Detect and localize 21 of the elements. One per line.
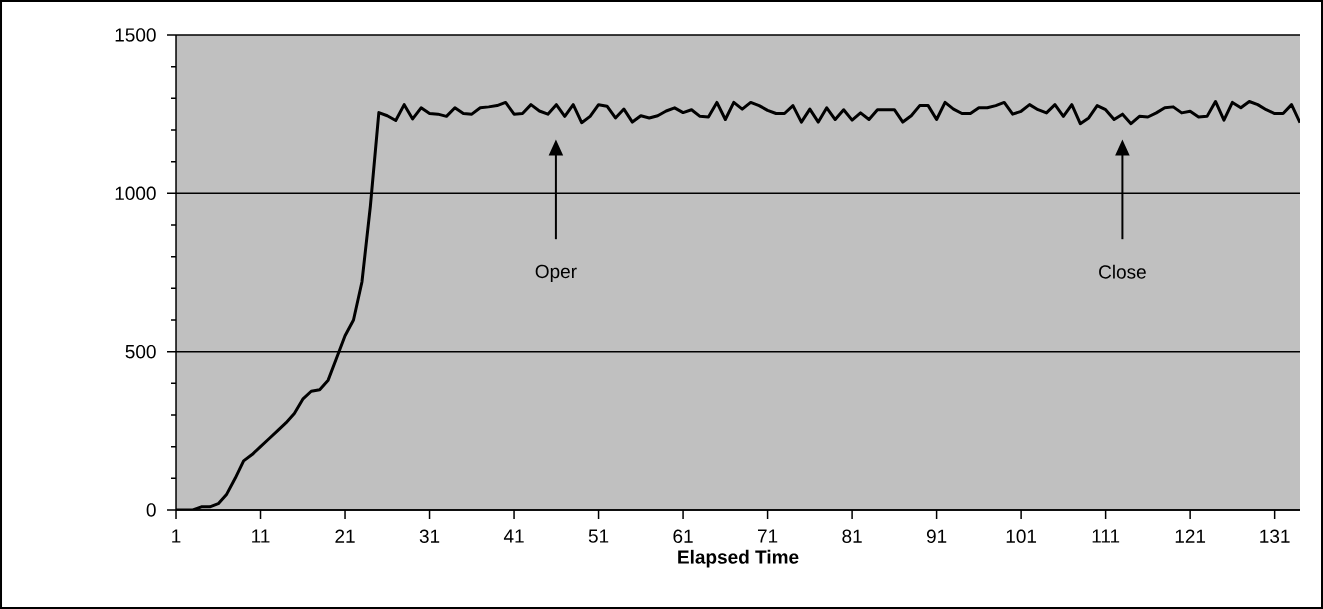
x-tick-label: 131 [1260, 529, 1290, 543]
x-tick-label: 31 [419, 529, 440, 543]
x-axis-title: Elapsed Time [678, 549, 799, 568]
y-tick-label: 1500 [115, 28, 156, 42]
x-tick-label: 111 [1092, 529, 1120, 543]
x-tick-label: 91 [926, 529, 947, 543]
x-tick-label: 21 [335, 529, 355, 543]
x-tick-label: 1 [172, 529, 181, 543]
x-tick-label: 51 [588, 529, 609, 543]
x-tick-label: 61 [673, 529, 693, 543]
y-tick-label: 500 [125, 344, 156, 359]
annotation: Close [1099, 264, 1146, 279]
x-tick-label: 81 [842, 529, 862, 543]
y-tick-label: 1000 [115, 186, 156, 201]
x-tick-label: 41 [503, 529, 524, 543]
x-tick-label: 71 [757, 529, 778, 543]
annotation: Oper [535, 264, 577, 282]
x-tick-label: 101 [1006, 529, 1037, 543]
y-tick-label: 0 [146, 503, 156, 517]
x-tick-label: 11 [252, 529, 270, 543]
x-tick-label: 121 [1175, 529, 1206, 543]
